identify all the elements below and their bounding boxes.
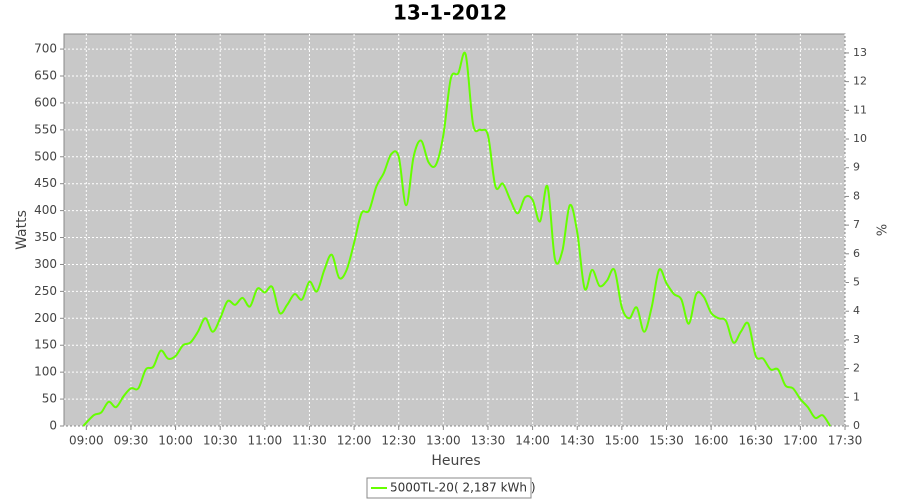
x-tick-label: 09:00 xyxy=(69,434,104,448)
x-tick-label: 15:30 xyxy=(649,434,684,448)
y2-tick-label: 5 xyxy=(853,276,860,289)
x-tick-label: 17:30 xyxy=(828,434,863,448)
x-tick-label: 11:30 xyxy=(292,434,327,448)
y2-tick-label: 8 xyxy=(853,189,860,202)
x-tick-label: 13:30 xyxy=(471,434,506,448)
y2-tick-label: 3 xyxy=(853,333,860,346)
legend-label: 5000TL-20( 2,187 kWh ) xyxy=(390,481,536,495)
y2-tick-label: 12 xyxy=(853,75,867,88)
y-tick-label: 400 xyxy=(34,203,57,217)
x-tick-label: 10:00 xyxy=(158,434,193,448)
y-axis-label: Watts xyxy=(14,210,30,250)
y-tick-label: 650 xyxy=(34,69,57,83)
y2-tick-label: 10 xyxy=(853,132,867,145)
y2-tick-label: 6 xyxy=(853,247,860,260)
y2-tick-label: 13 xyxy=(853,46,867,59)
data-line xyxy=(82,51,831,427)
y2-tick-label: 4 xyxy=(853,304,860,317)
y-tick-label: 50 xyxy=(42,392,57,406)
x-tick-label: 15:00 xyxy=(605,434,640,448)
x-tick-label: 14:30 xyxy=(560,434,595,448)
y2-tick-label: 2 xyxy=(853,362,860,375)
x-tick-label: 09:30 xyxy=(114,434,149,448)
y-tick-label: 250 xyxy=(34,284,57,298)
y2-tick-label: 1 xyxy=(853,390,860,403)
x-tick-label: 12:00 xyxy=(337,434,372,448)
x-tick-label: 13:00 xyxy=(426,434,461,448)
y-tick-label: 500 xyxy=(34,149,57,163)
legend xyxy=(366,477,532,499)
y-tick-label: 700 xyxy=(34,42,57,56)
x-tick-label: 16:30 xyxy=(738,434,773,448)
y-tick-label: 100 xyxy=(34,365,57,379)
x-tick-label: 17:00 xyxy=(783,434,818,448)
x-tick-label: 10:30 xyxy=(203,434,238,448)
y-tick-label: 150 xyxy=(34,338,57,352)
y-tick-label: 200 xyxy=(34,311,57,325)
y2-axis-label: % xyxy=(873,224,888,236)
x-axis-label: Heures xyxy=(431,453,480,469)
y2-tick-label: 0 xyxy=(853,419,860,432)
y-tick-label: 0 xyxy=(49,419,57,433)
y-tick-label: 350 xyxy=(34,230,57,244)
x-tick-label: 11:00 xyxy=(248,434,283,448)
y-tick-label: 600 xyxy=(34,95,57,109)
y-tick-label: 300 xyxy=(34,257,57,271)
x-tick-label: 12:30 xyxy=(381,434,416,448)
y2-tick-label: 9 xyxy=(853,161,860,174)
y2-tick-label: 11 xyxy=(853,103,867,116)
chart-title: 13-1-2012 xyxy=(393,1,507,25)
x-tick-label: 14:00 xyxy=(515,434,550,448)
y2-tick-label: 7 xyxy=(853,218,860,231)
y-tick-label: 450 xyxy=(34,176,57,190)
plot-area xyxy=(63,33,846,427)
x-tick-label: 16:00 xyxy=(694,434,729,448)
y-tick-label: 550 xyxy=(34,122,57,136)
